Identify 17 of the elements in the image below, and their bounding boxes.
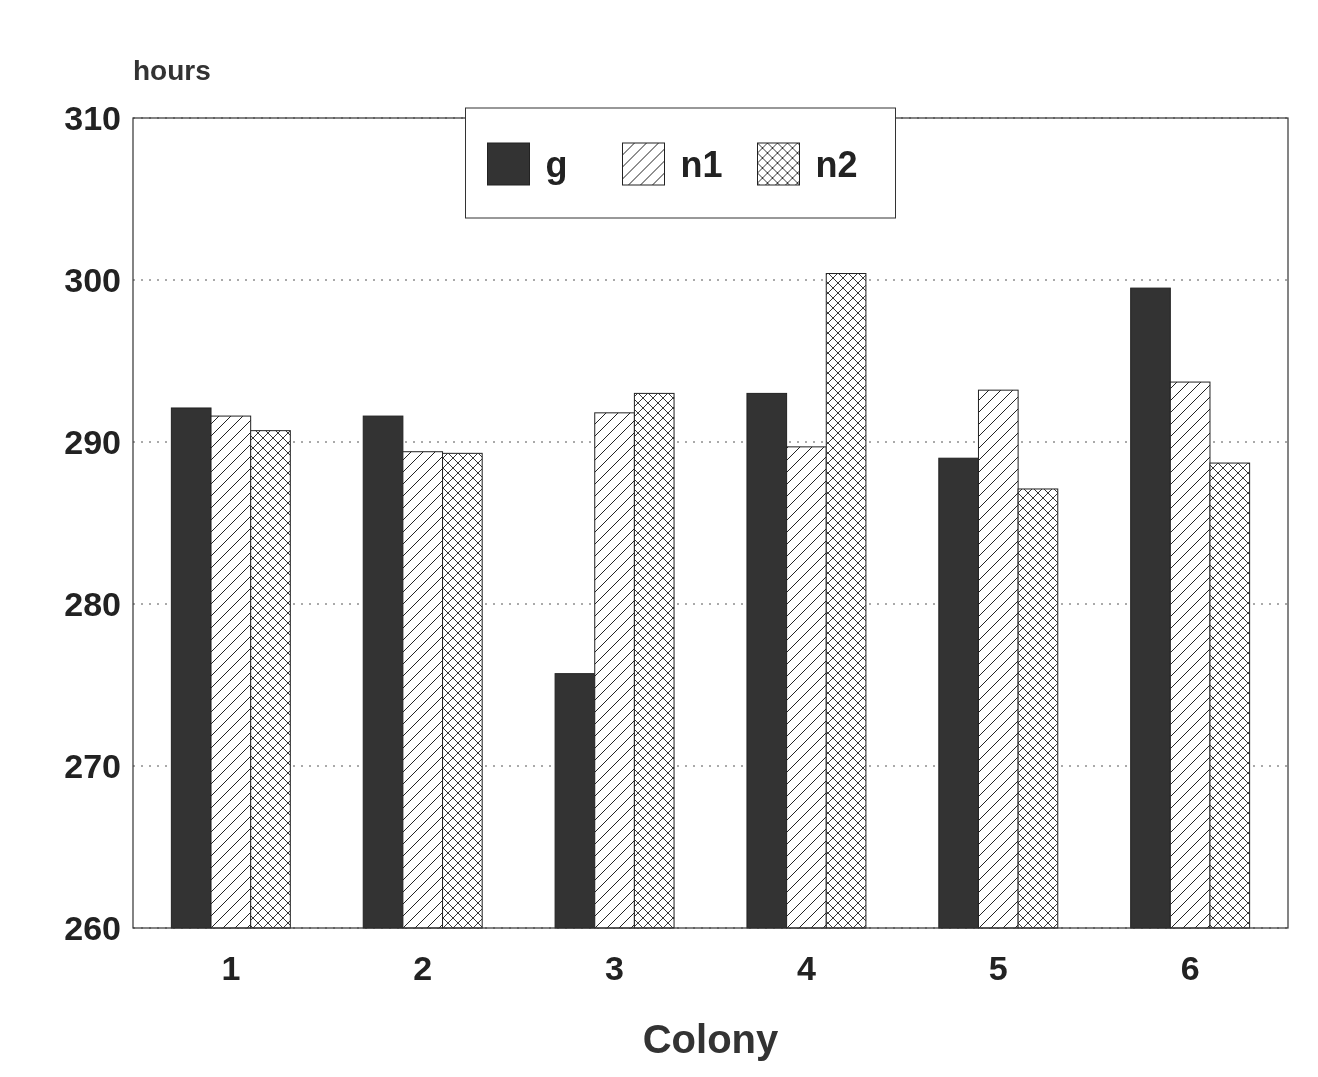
y-axis-title: hours — [133, 55, 211, 86]
y-tick-label: 290 — [64, 422, 121, 461]
x-tick-label: 6 — [1180, 949, 1200, 987]
x-axis-title: Colony — [642, 1017, 780, 1061]
y-tick-label: 260 — [64, 908, 121, 947]
y-tick-label: 300 — [64, 260, 121, 299]
x-tick-label: 3 — [605, 949, 625, 987]
legend-label: n2 — [815, 144, 858, 185]
x-tick-label: 1 — [221, 949, 241, 987]
y-tick-label: 270 — [64, 746, 121, 785]
y-tick-label: 280 — [64, 584, 121, 623]
x-tick-label: 5 — [988, 949, 1008, 987]
y-tick-label: 310 — [64, 98, 121, 137]
legend-label: g — [545, 144, 568, 185]
x-tick-label: 4 — [796, 949, 816, 987]
legend-label: n1 — [680, 144, 723, 185]
x-tick-label: 2 — [413, 949, 433, 987]
